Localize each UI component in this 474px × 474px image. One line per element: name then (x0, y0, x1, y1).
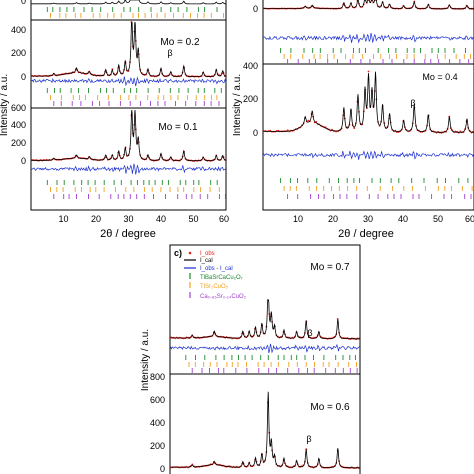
legend-tick2-text: TlSr₂CuO₅ (200, 284, 229, 290)
panel-b-xtick-60: 60 (465, 214, 474, 224)
legend-obs-text: I_obs (200, 251, 215, 257)
panel-b-obs-point (367, 70, 370, 73)
panel-b-calc-line (263, 71, 474, 133)
legend-calc-text: I_cal (200, 258, 213, 264)
panel-b-top-remnant-plot (263, 0, 474, 64)
panel-c-lower-calc-line (170, 391, 360, 469)
panel-c-lower-ytick-0: 0 (160, 464, 165, 474)
panel-a-lower-diff-line (31, 163, 227, 175)
panel-b-obs-point (307, 119, 310, 122)
panel-a-lower-plot (31, 109, 227, 199)
panel-c-upper-bragg-ticks-3 (191, 368, 358, 373)
panel-a-upper-ytick-400: 400 (11, 25, 26, 35)
panel-c-lower-ytick-600: 600 (150, 395, 165, 405)
panel-c-ylabel: Intensity / a.u. (140, 329, 151, 391)
panel-b-ytick-400: 400 (243, 61, 258, 71)
panel-a-upper-label: Mo = 0.2 (160, 37, 200, 48)
legend-tick3-text: Ca₀.₈₆Sr₀.₁₄CuO₂ (200, 294, 247, 300)
panel-a-upper-calc-line (31, 21, 226, 77)
panel-a: 0 400 200 0 Mo = 0.2 β 600 400 200 0 Mo … (0, 0, 229, 240)
panel-b-bragg-ticks-2 (283, 186, 473, 191)
panel-b-top-bragg-ticks-3 (287, 59, 470, 64)
panel-b-bragg-ticks-1 (280, 178, 469, 183)
panel-a-lower-ytick-200: 200 (11, 138, 26, 148)
panel-b-top-calc-line (263, 0, 474, 10)
panel-a-upper-ytick-200: 200 (11, 48, 26, 58)
panel-c-lower-ytick-400: 400 (150, 418, 165, 428)
panel-a-xlabel: 2θ / degree (100, 228, 156, 240)
panel-c-upper-beta: β (307, 328, 312, 338)
legend-tick1-text: TlBaSrCaCu₂O₇ (200, 275, 243, 281)
panel-a-xtick-30: 30 (123, 214, 133, 224)
panel-b-xtick-50: 50 (433, 214, 443, 224)
panel-c-lower-plot (170, 391, 360, 470)
panel-a-top-calc-line (31, 0, 226, 5)
panel-a-lower-bragg-ticks-2 (50, 187, 220, 192)
panel-b-ytick-0: 0 (253, 128, 258, 138)
panel-a-upper-plot (31, 21, 227, 106)
panel-a-xtick-20: 20 (91, 214, 101, 224)
panel-c-lower-beta: β (306, 434, 311, 444)
panel-a-xtick-10: 10 (58, 214, 68, 224)
panel-b-obs-point (353, 127, 356, 129)
panel-a-lower-ytick-600: 600 (11, 103, 26, 113)
panel-a-xtick-40: 40 (156, 214, 166, 224)
panel-a-xtick-50: 50 (188, 214, 198, 224)
panel-a-top-bragg-ticks-1 (46, 7, 218, 12)
panel-c-upper-label: Mo = 0.7 (310, 262, 350, 273)
panel-a-top-remnant-plot (31, 0, 226, 18)
panel-a-upper-bragg-ticks-3 (53, 101, 220, 106)
legend-diff-text: I_obs - I_cal (200, 266, 233, 272)
panel-c-panel-label: c) (174, 248, 182, 258)
panel-a-top-bragg-ticks-2 (50, 13, 224, 18)
panel-b-ylabel: Intensity / a.u. (232, 74, 243, 136)
panel-c-upper-plot (170, 299, 360, 373)
panel-b-top-remnant-zero: 0 (253, 4, 258, 14)
panel-a-lower-ytick-400: 400 (11, 120, 26, 130)
panel-b-ytick-200: 200 (243, 94, 258, 104)
panel-a-ylabel: Intensity / a.u. (0, 74, 10, 136)
panel-b-xtick-40: 40 (398, 214, 408, 224)
panel-a-lower-ytick-0: 0 (21, 156, 26, 166)
panel-a-xtick-60: 60 (219, 214, 229, 224)
panel-a-top-remnant-zero: 0 (21, 0, 26, 6)
panel-b-xtick-20: 20 (328, 214, 338, 224)
panel-c-upper-bragg-ticks-1 (185, 355, 356, 360)
panel-a-lower-bragg-ticks-1 (46, 180, 218, 185)
panel-b-beta: β (410, 98, 415, 108)
panel-b-label: Mo = 0.4 (422, 72, 457, 82)
panel-c-upper-diff-line (170, 343, 360, 354)
panel-a-upper-bragg-ticks-1 (46, 88, 222, 93)
legend-obs-marker (188, 251, 192, 255)
panel-c-lower-ytick-800: 800 (150, 372, 165, 382)
panel-b-bragg-ticks-3 (287, 194, 472, 199)
panel-a-frame (30, 0, 227, 211)
panel-c-upper-calc-line (170, 299, 360, 340)
panel-a-upper-beta: β (167, 48, 172, 58)
panel-c-frame (169, 244, 361, 474)
panel-c-lower-label: Mo = 0.6 (310, 402, 350, 413)
panel-b-top-bragg-ticks-1 (280, 48, 466, 53)
panel-b-frame (262, 0, 474, 211)
panel-a-lower-bragg-ticks-3 (53, 194, 226, 199)
panel-b-xlabel: 2θ / degree (338, 228, 394, 240)
panel-b-top-bragg-ticks-2 (283, 54, 472, 59)
panel-b-top-diff-line (263, 32, 474, 44)
panel-a-lower-label: Mo = 0.1 (158, 122, 198, 133)
panel-c-legend: I_obs I_cal I_obs - I_cal TlBaSrCaCu₂O₇ … (184, 251, 247, 300)
panel-c-upper-bragg-ticks-2 (188, 362, 357, 367)
panel-a-upper-ytick-0: 0 (21, 72, 26, 82)
panel-a-upper-diff-line (31, 76, 227, 87)
panel-b-xtick-10: 10 (293, 214, 303, 224)
panel-a-upper-bragg-ticks-2 (50, 95, 218, 100)
panel-b-plot (263, 70, 474, 199)
panel-b-xtick-30: 30 (363, 214, 373, 224)
panel-a-lower-calc-line (31, 109, 226, 162)
panel-c: c) I_obs I_cal I_obs - I_cal TlBaSrCaCu₂… (140, 244, 361, 474)
panel-c-upper-obs-series (170, 299, 360, 341)
panel-b-diff-line (263, 150, 474, 160)
panel-b: 0 400 200 0 Mo = 0.4 β 10 20 30 40 50 60… (232, 0, 474, 240)
panel-c-lower-ytick-200: 200 (150, 441, 165, 451)
